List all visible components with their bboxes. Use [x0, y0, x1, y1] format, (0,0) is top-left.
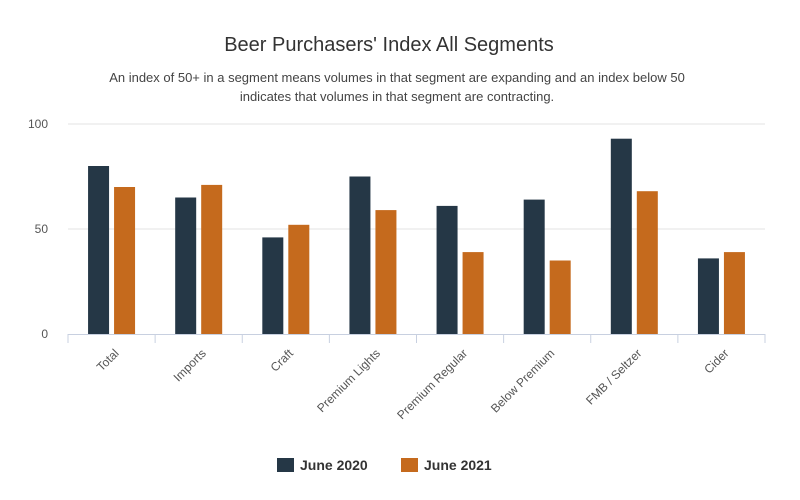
legend-item-june-2020[interactable]: June 2020	[277, 457, 368, 473]
bar-premium-lights-june-2021[interactable]	[375, 210, 397, 334]
category-label: FMB / Seltzer	[583, 346, 644, 407]
category-label: Craft	[268, 346, 297, 375]
bar-total-june-2020[interactable]	[88, 166, 110, 334]
category-label: Imports	[171, 346, 209, 384]
bar-premium-lights-june-2020[interactable]	[349, 176, 371, 335]
bar-imports-june-2021[interactable]	[201, 184, 223, 334]
bar-imports-june-2020[interactable]	[175, 197, 197, 335]
legend-label: June 2021	[424, 457, 492, 473]
bar-craft-june-2021[interactable]	[288, 224, 310, 334]
bar-cider-june-2021[interactable]	[723, 252, 745, 334]
legend[interactable]: June 2020 June 2021	[277, 457, 492, 473]
category-label: Below Premium	[488, 346, 557, 415]
bars	[88, 138, 745, 335]
legend-item-june-2021[interactable]: June 2021	[401, 457, 492, 473]
legend-label: June 2020	[300, 457, 368, 473]
category-label: Premium Regular	[394, 346, 470, 422]
category-label: Total	[94, 346, 122, 374]
category-label: Cider	[701, 346, 731, 376]
grid	[68, 123, 765, 230]
bar-below-premium-june-2021[interactable]	[549, 260, 571, 335]
legend-swatch	[277, 458, 294, 472]
y-tick-label: 50	[35, 222, 49, 236]
bar-premium-regular-june-2020[interactable]	[436, 205, 458, 334]
legend-swatch	[401, 458, 418, 472]
bar-below-premium-june-2020[interactable]	[523, 199, 545, 334]
bar-total-june-2021[interactable]	[114, 187, 136, 334]
bar-premium-regular-june-2021[interactable]	[462, 252, 484, 334]
chart-subtitle-line-2: indicates that volumes in that segment a…	[240, 89, 554, 104]
y-axis-ticks: 0 50 100	[28, 117, 48, 341]
x-axis	[67, 334, 766, 343]
category-labels: Total Imports Craft Premium Lights Premium R…	[94, 346, 732, 422]
bar-cider-june-2020[interactable]	[697, 258, 719, 334]
bar-fmb-seltzer-june-2021[interactable]	[636, 191, 658, 334]
bar-craft-june-2020[interactable]	[262, 237, 284, 334]
bar-fmb-seltzer-june-2020[interactable]	[610, 138, 632, 334]
chart-subtitle-line-1: An index of 50+ in a segment means volum…	[109, 70, 685, 85]
y-tick-label: 100	[28, 117, 48, 131]
chart-title: Beer Purchasers' Index All Segments	[224, 34, 554, 56]
y-tick-label: 0	[41, 327, 48, 341]
category-label: Premium Lights	[314, 346, 383, 415]
